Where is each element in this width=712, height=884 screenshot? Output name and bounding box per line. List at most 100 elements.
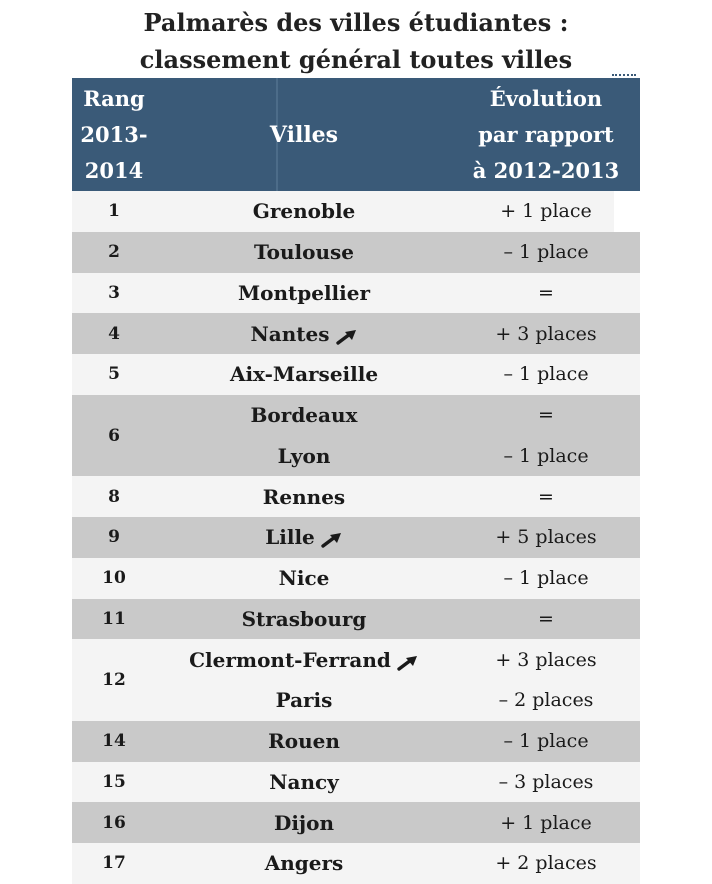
city-name: Dijon	[273, 810, 335, 835]
evolution-cell: – 1 place	[503, 567, 589, 590]
arrow-up-right-icon	[321, 529, 343, 549]
city-cell: Nantes	[156, 313, 452, 354]
rank-cell: 11	[102, 608, 126, 629]
city-cell: Lyon	[156, 436, 452, 477]
header-evolution-line-2: par rapport	[478, 121, 614, 147]
city-cell: Grenoble	[156, 191, 452, 232]
evolution-cell: – 3 places	[498, 770, 594, 793]
city-name: Montpellier	[237, 280, 371, 305]
city-cell: Nancy	[156, 762, 452, 803]
evolution-cell: – 2 places	[498, 689, 594, 712]
table-row: 4 Nantes + 3 places	[72, 313, 640, 354]
city-cell: Montpellier	[156, 273, 452, 314]
city-cell: Aix-Marseille	[156, 354, 452, 395]
city-name: Clermont-Ferrand	[189, 647, 391, 672]
arrow-up-right-icon	[397, 652, 419, 671]
rank-cell: 3	[108, 282, 120, 303]
evolution-cell: + 1 place	[500, 200, 592, 223]
rank-cell: 4	[108, 323, 120, 344]
city-name: Toulouse	[254, 240, 354, 265]
evolution-cell: =	[538, 281, 554, 304]
rank-cell: 12	[102, 670, 126, 690]
header-rank: Rang 2013- 2014	[72, 78, 156, 191]
table-row: 1 Grenoble + 1 place	[72, 191, 614, 232]
arrow-up-right-icon	[335, 326, 358, 345]
rank-cell: 8	[108, 486, 120, 507]
table-body: 1 Grenoble + 1 place 2 Toulouse – 1 place 3 Mon…	[72, 191, 640, 884]
evolution-cell: + 2 places	[495, 852, 597, 875]
rank-cell: 5	[108, 364, 120, 385]
table-row: 9 Lille + 5 places	[72, 517, 640, 558]
rank-cell: 15	[102, 771, 126, 792]
evolution-cell: + 1 place	[500, 811, 592, 834]
city-cell: Strasbourg	[156, 599, 452, 640]
rank-cell: 1	[108, 201, 120, 222]
city-name: Rouen	[268, 729, 340, 754]
evolution-cell: + 3 places	[495, 648, 597, 671]
ranking-table: Rang 2013- 2014 Villes Évolution par rap…	[72, 74, 640, 884]
evolution-cell: – 1 place	[503, 241, 589, 264]
table-row: 5 Aix-Marseille – 1 place	[72, 354, 640, 395]
city-cell: Toulouse	[156, 232, 452, 273]
table-row: 16 Dijon + 1 place	[72, 802, 640, 843]
evolution-cell: – 1 place	[503, 444, 589, 467]
rank-cell: 10	[102, 568, 126, 589]
rank-cell: 16	[102, 812, 126, 833]
city-cell: Bordeaux	[156, 395, 452, 436]
city-name: Nantes	[250, 321, 330, 346]
table-row: 10 Nice – 1 place	[72, 557, 640, 599]
city-name: Paris	[275, 688, 333, 713]
header-evolution: Évolution par rapport à 2012-2013	[452, 78, 640, 191]
evolution-cell: + 5 places	[495, 526, 597, 549]
evolution-cell: =	[538, 404, 554, 427]
city-cell: Clermont-Ferrand	[156, 639, 452, 680]
rank-cell: 17	[102, 853, 126, 874]
table-row: 11 Strasbourg =	[72, 598, 640, 640]
header-divider	[276, 78, 278, 191]
city-name: Nice	[278, 566, 330, 591]
table-header: Rang 2013- 2014 Villes Évolution par rap…	[72, 74, 640, 191]
city-cell: Rennes	[156, 476, 452, 517]
table-row: 12 Clermont-Ferrand + 3 places Paris – 2 pla…	[72, 639, 640, 721]
city-name: Rennes	[262, 484, 346, 509]
header-city: Villes	[269, 121, 339, 148]
evolution-cell: – 1 place	[503, 363, 589, 386]
header-rank-line-3: 2014	[84, 157, 144, 183]
table-row: 8 Rennes =	[72, 476, 640, 517]
header-evolution-line-1: Évolution	[489, 85, 603, 111]
table-row: 17 Angers + 2 places	[72, 843, 640, 884]
evolution-cell: + 3 places	[495, 322, 597, 345]
city-cell: Rouen	[156, 721, 452, 762]
evolution-cell: =	[538, 607, 554, 630]
page-title: Palmarès des villes étudiantes : classem…	[0, 4, 712, 78]
table-row: 2 Toulouse – 1 place	[72, 231, 640, 273]
city-name: Angers	[264, 851, 344, 876]
title-line-2: classement général toutes villes	[139, 45, 573, 74]
city-cell: Dijon	[156, 802, 452, 843]
title-line-1: Palmarès des villes étudiantes :	[143, 8, 569, 37]
header-rank-line-2: 2013-	[80, 121, 148, 147]
header-dotted-edge	[612, 74, 636, 80]
city-name: Lille	[265, 525, 315, 550]
table-row: 6 Bordeaux = Lyon – 1 place	[72, 394, 640, 477]
table-row: 14 Rouen – 1 place	[72, 720, 640, 762]
city-cell: Nice	[156, 558, 452, 599]
city-name: Lyon	[277, 443, 331, 468]
city-cell: Lille	[156, 517, 452, 558]
city-cell: Paris	[156, 680, 452, 721]
header-evolution-line-3: à 2012-2013	[472, 157, 620, 183]
rank-cell: 6	[108, 425, 120, 446]
header-rank-line-1: Rang	[83, 85, 145, 111]
rank-cell: 9	[108, 527, 120, 548]
evolution-cell: – 1 place	[503, 730, 589, 753]
city-name: Nancy	[269, 769, 339, 794]
city-name: Aix-Marseille	[229, 362, 379, 387]
rank-cell: 2	[108, 242, 120, 263]
city-name: Bordeaux	[250, 403, 358, 428]
city-name: Strasbourg	[241, 606, 367, 631]
evolution-cell: =	[538, 485, 554, 508]
table-row: 15 Nancy – 3 places	[72, 761, 640, 803]
city-cell: Angers	[156, 843, 452, 884]
city-name: Grenoble	[252, 199, 356, 224]
table-row: 3 Montpellier =	[72, 272, 640, 314]
